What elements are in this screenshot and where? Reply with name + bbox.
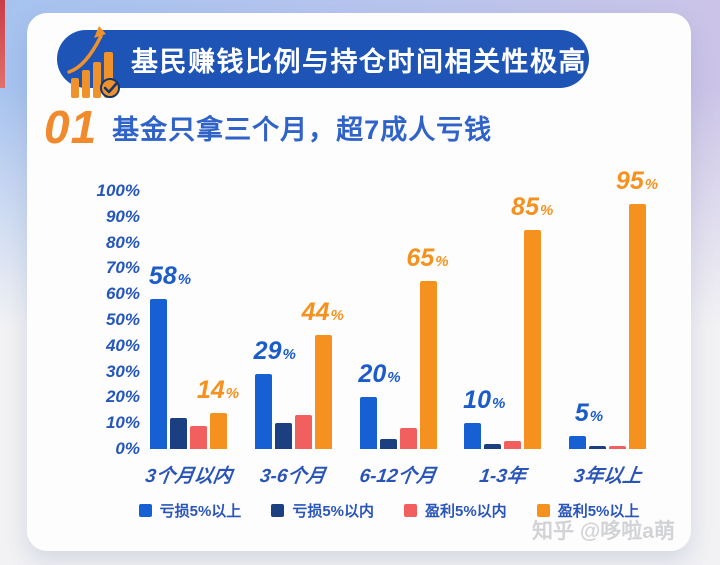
value-label: 10% [452,387,516,417]
bar [379,438,397,449]
y-tick: 30% [105,361,140,381]
bar-group: 10% 85% 1-3年 [463,191,553,487]
growth-chart-icon [61,16,127,104]
percent-sign: % [282,346,296,364]
percent-sign: % [330,307,344,325]
value-number: 95 [615,166,644,195]
legend-item: 亏损5%以内 [271,500,374,521]
bar [359,397,377,449]
percent-sign: % [387,369,401,387]
bar [254,374,272,449]
value-label: 14% [186,377,250,407]
bar [419,281,437,449]
x-axis-label: 3-6个月 [258,466,328,487]
y-axis: 100% 90% 80% 70% 60% 50% 40% 30% 20% 10% 0% [55,181,140,458]
value-label: 85% [500,194,564,224]
y-tick: 80% [105,232,140,252]
y-tick: 50% [105,310,140,329]
plot-area: 58% 14% 3个月以内 29% 44% 3-6个月 20% 65% 6-12个月 10% 85%… [143,168,658,487]
y-tick: 70% [105,258,140,278]
bar [399,428,417,449]
y-tick: 40% [105,335,140,355]
bar [294,415,312,449]
y-tick: 90% [105,206,140,226]
legend-swatch [138,504,152,517]
bar [170,418,187,449]
value-number: 58 [148,262,177,291]
legend-label: 亏损5%以内 [292,503,374,520]
bar-group: 20% 65% 6-12个月 [358,191,448,487]
percent-sign: % [589,408,604,426]
bar [609,446,626,449]
value-number: 65 [406,244,435,273]
legend-swatch [271,504,285,517]
bar [210,412,227,449]
value-number: 14 [196,375,225,404]
bar [274,423,292,449]
y-tick: 100% [96,181,140,200]
section-title: 基金只拿三个月，超7成人亏钱 [112,114,493,145]
bar [629,203,646,449]
value-number: 44 [301,298,330,327]
bar [314,335,332,449]
x-axis-label: 3个月以内 [143,466,233,487]
percent-sign: % [539,201,554,219]
edge-accent [0,0,5,88]
percent-sign: % [225,384,240,402]
x-axis-label: 1-3年 [477,466,528,487]
card: 基民赚钱比例与持仓时间相关性极高 01 基金只拿三个月，超7成人亏钱 100% 9… [27,13,691,551]
bar [569,436,586,449]
legend-label: 盈利5%以内 [425,503,507,520]
value-label: 65% [396,245,460,275]
legend-swatch [404,504,417,517]
bar-group: 5% 95% 3年以上 [569,168,658,487]
value-label: 44% [291,299,355,329]
legend-item: 盈利5%以内 [404,500,507,521]
percent-sign: % [435,253,449,271]
x-axis-label: 6-12个月 [358,466,438,487]
y-tick: 10% [105,413,140,433]
percent-sign: % [644,175,659,193]
watermark: 知乎 @哆啦a萌 [532,520,675,543]
header-banner: 基民赚钱比例与持仓时间相关性极高 [57,26,589,98]
section-heading: 01 基金只拿三个月，超7成人亏钱 [44,101,492,153]
bar-group: 58% 14% 3个月以内 [143,191,239,487]
value-number: 85 [511,192,539,221]
value-number: 29 [253,337,282,366]
section-number: 01 [44,101,98,153]
y-tick: 20% [105,387,140,407]
percent-sign: % [177,271,192,289]
legend-item: 亏损5%以上 [138,500,242,521]
bar [484,443,502,449]
y-tick: 60% [105,284,140,304]
bar [504,441,522,449]
legend-label: 亏损5%以上 [159,503,242,520]
value-number: 20 [358,360,387,389]
value-label: 29% [243,338,307,368]
bar [524,229,542,449]
value-number: 5 [574,399,589,428]
value-label: 20% [348,361,412,391]
y-tick: 0% [115,439,140,458]
bar [589,446,606,449]
bar [150,299,167,449]
value-label: 95% [605,168,669,198]
bar [190,425,207,449]
bar [464,423,482,449]
banner-title: 基民赚钱比例与持仓时间相关性极高 [131,46,587,77]
value-label: 58% [138,263,202,293]
x-axis-label: 3年以上 [571,466,643,487]
percent-sign: % [491,395,506,413]
value-label: 5% [557,400,621,430]
bar-group: 29% 44% 3-6个月 [254,191,344,487]
value-number: 10 [463,386,491,415]
